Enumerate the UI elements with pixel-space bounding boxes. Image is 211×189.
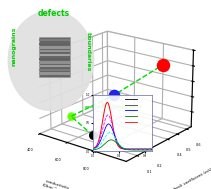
Circle shape — [8, 11, 94, 110]
Text: nanograins: nanograins — [11, 27, 16, 66]
Text: defects: defects — [37, 9, 69, 19]
Bar — [39, 69, 70, 71]
Bar — [39, 65, 70, 67]
Y-axis label: Seebeck coefficient (mV/K): Seebeck coefficient (mV/K) — [166, 165, 211, 189]
Bar — [39, 61, 70, 64]
Bar — [39, 46, 70, 49]
Bar — [39, 43, 70, 45]
Bar — [39, 37, 70, 77]
X-axis label: conductivity
(Ohm⁻¹·cm⁻¹): conductivity (Ohm⁻¹·cm⁻¹) — [42, 178, 71, 189]
Bar — [39, 50, 70, 52]
Bar — [39, 72, 70, 75]
Bar — [39, 39, 70, 41]
Text: boundaries: boundaries — [86, 32, 91, 72]
Bar — [39, 54, 70, 56]
Bar — [39, 57, 70, 60]
